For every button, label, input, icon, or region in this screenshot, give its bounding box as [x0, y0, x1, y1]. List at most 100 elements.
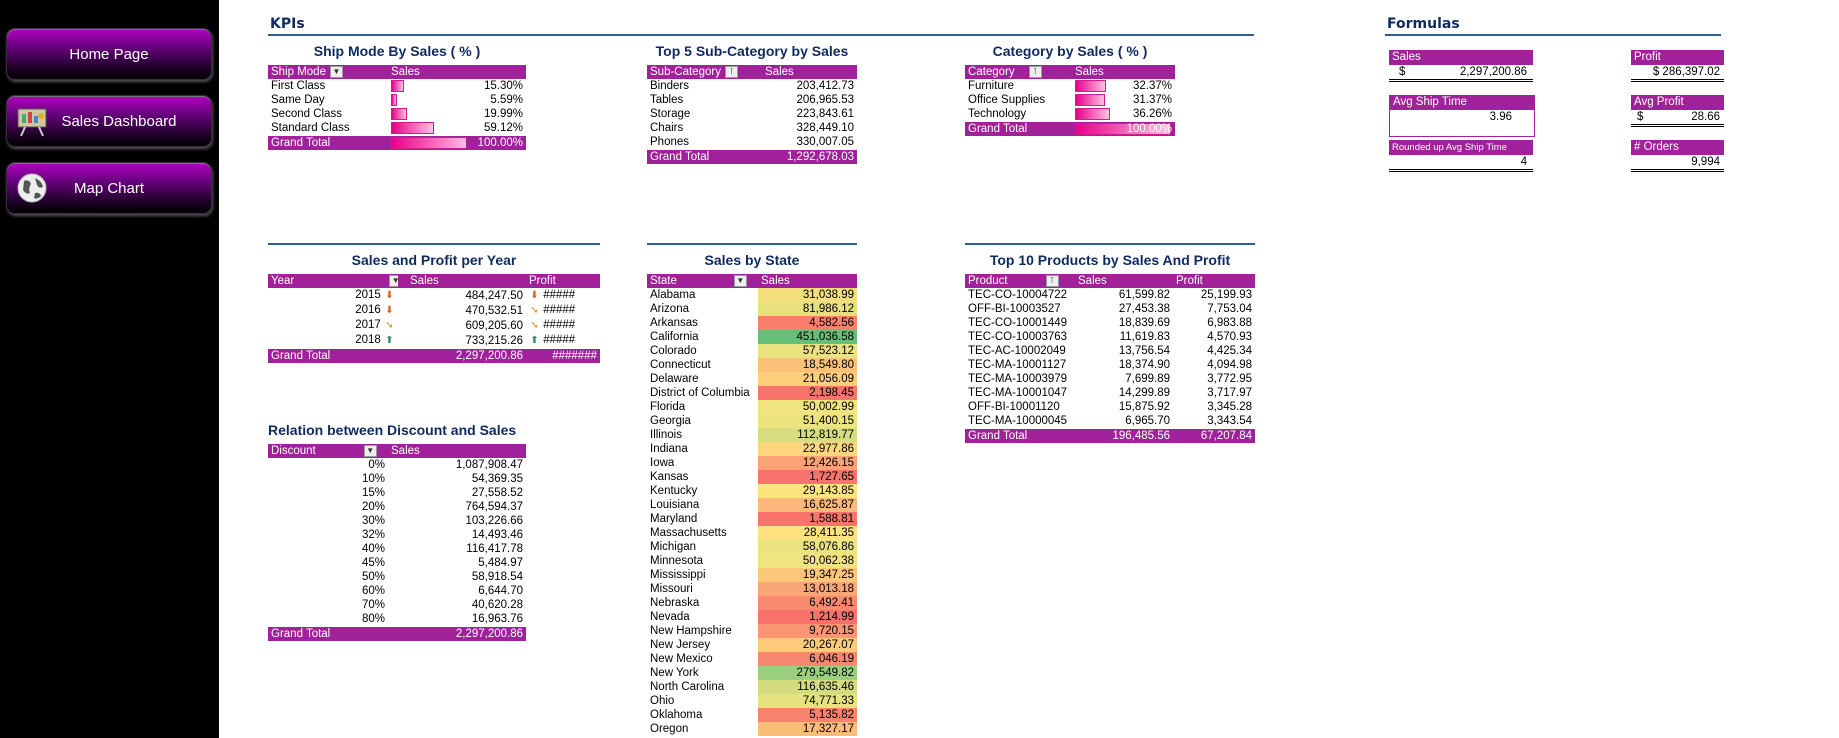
row-value: 203,412.73: [796, 80, 854, 92]
row-label: District of Columbia: [650, 387, 750, 399]
row-value: 19.99%: [483, 108, 523, 120]
row-label: 45%: [361, 557, 385, 569]
nav-home-page-button[interactable]: Home Page: [6, 28, 212, 80]
trend-arrow-icon: ⬇: [385, 305, 394, 316]
kpi-rounded-ship: Rounded up Avg Ship Time 4: [1389, 140, 1533, 172]
kpi-avg-profit: Avg Profit $28.66: [1631, 95, 1724, 127]
grand-total-value: 100.00%: [1126, 123, 1172, 135]
filter-dropdown-button[interactable]: ▼: [363, 444, 377, 457]
table-row: New Hampshire 9,720.15: [647, 624, 857, 638]
col-header: Sub-Category ⊺: [647, 65, 762, 79]
table-row: Oregon 17,327.17: [647, 722, 857, 736]
row-label: Missouri: [650, 583, 693, 595]
profit-cell: ⬆ #####: [526, 333, 600, 349]
data-bar: [391, 107, 407, 120]
kpi-value: 9,994: [1631, 155, 1724, 172]
table-row: TEC-CO-10001449 18,839.69 6,983.88: [965, 316, 1255, 330]
grand-total-label: Grand Total: [965, 428, 1075, 443]
row-value: 3,345.28: [1207, 401, 1252, 413]
nav-sales-dashboard-button[interactable]: Sales Dashboard: [6, 95, 212, 147]
row-label: Nebraska: [650, 597, 700, 609]
discount-title: Relation between Discount and Sales: [268, 422, 517, 438]
table-row: Mississippi 19,347.25: [647, 568, 857, 582]
filter-dropdown-button[interactable]: ▼: [389, 274, 398, 287]
table-row: New York 279,549.82: [647, 666, 857, 680]
filter-dropdown-button[interactable]: ⊺: [1045, 274, 1059, 287]
presentation-icon: [17, 108, 47, 137]
row-label: Second Class: [271, 108, 342, 120]
row-value: 116,417.78: [466, 543, 523, 555]
row-label: OFF-BI-10003527: [968, 303, 1061, 315]
table-row: Ohio 74,771.33: [647, 694, 857, 708]
row-label: Delaware: [650, 373, 699, 385]
profit-value: #####: [543, 289, 576, 301]
row-label: California: [650, 331, 699, 343]
col-header: Sales: [1075, 274, 1173, 288]
formulas-rule: [1385, 34, 1721, 36]
formulas-header: Formulas: [1387, 16, 1460, 32]
row-value: 15.30%: [483, 80, 523, 92]
row-label: Kentucky: [650, 485, 698, 497]
table-row: Delaware 21,056.09: [647, 372, 857, 386]
bar-cell: [388, 79, 466, 93]
table-row: California 451,036.58: [647, 330, 857, 344]
row-value: 112,819.77: [758, 428, 857, 442]
row-label: Iowa: [650, 457, 675, 469]
col-header: Sales: [398, 274, 526, 288]
data-bar: [391, 136, 466, 149]
row-label: 10%: [361, 473, 385, 485]
row-value: 27,558.52: [471, 487, 523, 499]
row-value: 3,772.95: [1207, 373, 1252, 385]
row-label: TEC-CO-10004722: [968, 289, 1068, 301]
table-row: 70% 40,620.28: [268, 598, 526, 612]
row-label: Alabama: [650, 289, 696, 301]
grand-total-label: Grand Total: [268, 626, 388, 641]
year-cell: 2015 ⬇: [268, 288, 398, 303]
year-pivot: Year ▼ Sales Profit 2015 ⬇ 484,247.50 ⬇ #####…: [268, 274, 600, 363]
grand-total-sales: 2,297,200.86: [398, 348, 526, 363]
kpi-label: Sales: [1389, 50, 1533, 65]
row-value: 6,965.70: [1125, 415, 1170, 427]
row-label: 32%: [361, 529, 385, 541]
table-row: 2018 ⬆ 733,215.26 ⬆ #####: [268, 333, 600, 349]
row-label: Oregon: [650, 723, 689, 735]
filter-dropdown-button[interactable]: ⊺: [1028, 65, 1042, 78]
row-label: Kansas: [650, 471, 689, 483]
row-value: 59.12%: [483, 122, 523, 134]
table-row: North Carolina 116,635.46: [647, 680, 857, 694]
nav-map-chart-button[interactable]: Map Chart: [6, 162, 212, 214]
row-value: 12,426.15: [758, 456, 857, 470]
table-row: Maryland 1,588.81: [647, 512, 857, 526]
row-label: Mississippi: [650, 569, 706, 581]
grand-total-label: Grand Total: [647, 149, 762, 164]
row-label: 20%: [361, 501, 385, 513]
table-row: TEC-MA-10003979 7,699.89 3,772.95: [965, 372, 1255, 386]
row-value: 50,002.99: [758, 400, 857, 414]
year-value: 2015: [355, 289, 381, 301]
bar-cell: [388, 121, 466, 136]
table-row: 2016 ⬇ 470,532.51 ➘ #####: [268, 303, 600, 318]
filter-dropdown-button[interactable]: ▼: [329, 65, 343, 78]
row-value: 32.37%: [1132, 80, 1172, 92]
row-label: TEC-CO-10003763: [968, 331, 1068, 343]
row-value: 31.37%: [1132, 94, 1172, 106]
row-value: 14,299.89: [1118, 387, 1170, 399]
table-row: 32% 14,493.46: [268, 528, 526, 542]
bar-cell: [1072, 93, 1112, 107]
row-label: 70%: [361, 599, 385, 611]
ship-mode-title: Ship Mode By Sales ( % ): [313, 43, 481, 59]
row-value: 470,532.51: [465, 304, 523, 317]
table-row: Arkansas 4,582.56: [647, 316, 857, 330]
row-label: Arkansas: [650, 317, 698, 329]
kpi-label: Avg Ship Time: [1390, 95, 1534, 110]
table-row: 50% 58,918.54: [268, 570, 526, 584]
filter-dropdown-button[interactable]: ▼: [733, 274, 747, 287]
currency: $: [1399, 66, 1406, 78]
filter-dropdown-button[interactable]: ⊺: [724, 65, 738, 78]
kpi-value-cell: $28.66: [1631, 110, 1724, 127]
row-value: 6,046.19: [758, 652, 857, 666]
nav-label: Home Page: [69, 45, 149, 63]
kpi-label: Avg Profit: [1631, 95, 1724, 110]
row-value: 4,425.34: [1207, 345, 1252, 357]
discount-pivot: Discount ▼ Sales 0% 1,087,908.47 10% 54,369.3…: [268, 444, 526, 641]
